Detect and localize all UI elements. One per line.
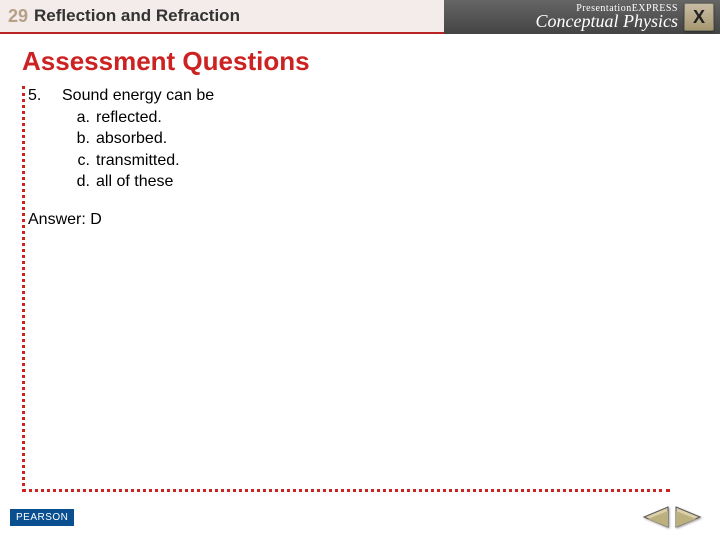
arrow-right-icon bbox=[674, 505, 704, 529]
option-letter: a. bbox=[62, 107, 96, 129]
content-area: Assessment Questions 5. Sound energy can… bbox=[22, 44, 700, 492]
brand-main: Conceptual Physics bbox=[536, 11, 678, 31]
option-letter: b. bbox=[62, 128, 96, 150]
option-text: reflected. bbox=[96, 107, 162, 129]
brand-strip: PresentationEXPRESS Conceptual Physics X bbox=[444, 0, 720, 34]
option-text: transmitted. bbox=[96, 150, 180, 172]
option-d: d. all of these bbox=[62, 171, 700, 193]
chapter-title: Reflection and Refraction bbox=[34, 6, 240, 26]
brand-text: PresentationEXPRESS Conceptual Physics bbox=[536, 4, 678, 30]
arrow-left-icon bbox=[640, 505, 670, 529]
question-stem: Sound energy can be bbox=[62, 85, 700, 107]
question-row: 5. Sound energy can be bbox=[28, 85, 700, 107]
bottom-dotted-rule bbox=[22, 489, 670, 492]
top-bar: 29 Reflection and Refraction Presentatio… bbox=[0, 0, 720, 34]
section-title: Assessment Questions bbox=[22, 46, 700, 77]
publisher-badge: PEARSON bbox=[10, 509, 74, 526]
options-list: a. reflected. b. absorbed. c. transmitte… bbox=[62, 107, 700, 193]
footer: PEARSON bbox=[0, 498, 720, 540]
prev-button[interactable] bbox=[640, 505, 670, 529]
option-text: absorbed. bbox=[96, 128, 167, 150]
option-b: b. absorbed. bbox=[62, 128, 700, 150]
close-button[interactable]: X bbox=[684, 3, 714, 31]
next-button[interactable] bbox=[674, 505, 704, 529]
chapter-number: 29 bbox=[8, 6, 28, 27]
answer-line: Answer: D bbox=[28, 211, 700, 229]
close-icon: X bbox=[693, 7, 705, 28]
option-letter: c. bbox=[62, 150, 96, 172]
option-c: c. transmitted. bbox=[62, 150, 700, 172]
option-text: all of these bbox=[96, 171, 173, 193]
option-a: a. reflected. bbox=[62, 107, 700, 129]
left-dotted-rule bbox=[22, 86, 25, 492]
question-block: 5. Sound energy can be a. reflected. b. … bbox=[28, 85, 700, 193]
option-letter: d. bbox=[62, 171, 96, 193]
chapter-strip: 29 Reflection and Refraction bbox=[0, 0, 444, 34]
question-number: 5. bbox=[28, 85, 62, 107]
nav-arrows bbox=[640, 505, 704, 529]
